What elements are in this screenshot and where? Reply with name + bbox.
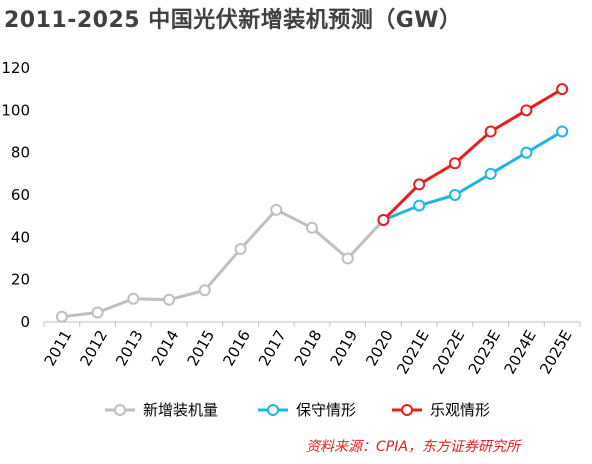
legend: 新增装机量 保守情形 乐观情形 (105, 401, 490, 419)
chart-axes (43, 321, 581, 327)
x-axis-ticks: 2011 2012 2013 2014 2015 2016 2017 2018 2019 2020… (41, 327, 576, 377)
x-tick-label: 2019 (327, 327, 362, 369)
data-point (234, 242, 247, 255)
data-point (556, 83, 569, 96)
x-tick-label: 2012 (76, 327, 111, 369)
x-tick-label: 2014 (148, 327, 183, 369)
y-tick-label: 40 (11, 228, 30, 246)
source-note: 资料来源：CPIA，东方证券研究所 (306, 439, 520, 455)
data-point (270, 203, 283, 216)
data-point (484, 125, 497, 138)
data-point (341, 252, 354, 265)
data-point (306, 221, 318, 234)
data-point (55, 310, 68, 323)
x-tick-label: 2024E (500, 327, 539, 377)
x-tick-label: 2017 (255, 327, 290, 369)
data-point (127, 292, 140, 305)
data-point (91, 306, 104, 319)
legend-marker (114, 404, 126, 416)
series-line (382, 130, 563, 222)
data-point (413, 178, 426, 191)
x-tick-label: 2011 (41, 327, 76, 369)
data-point (413, 199, 426, 212)
y-tick-label: 0 (20, 313, 30, 331)
series-actual (55, 203, 390, 323)
x-tick-label: 2016 (219, 327, 254, 369)
legend-marker (267, 404, 279, 416)
x-tick-label: 2020 (362, 327, 397, 369)
data-point (163, 293, 176, 306)
y-tick-label: 60 (11, 186, 30, 204)
data-point (556, 125, 569, 138)
series-layer (55, 83, 569, 323)
y-tick-label: 100 (1, 101, 30, 119)
x-tick-label: 2022E (429, 327, 468, 377)
x-tick-label: 2013 (112, 327, 147, 369)
series-conservative (377, 125, 569, 226)
data-point (448, 157, 461, 170)
chart-title: 2011-2025 中国光伏新增装机预测（GW） (4, 8, 462, 33)
data-point (377, 213, 390, 226)
legend-marker (401, 404, 413, 416)
x-tick-label: 2018 (291, 327, 326, 369)
x-tick-label: 2015 (184, 327, 219, 369)
legend-label: 新增装机量 (143, 401, 218, 419)
series-line (61, 208, 385, 319)
x-tick-label: 2021E (393, 327, 432, 377)
data-point (520, 146, 533, 159)
y-axis-ticks: 0 20 40 60 80 100 120 (1, 59, 30, 331)
y-tick-label: 80 (11, 144, 30, 162)
series-line (382, 87, 563, 222)
series-optimistic (377, 83, 569, 226)
data-point (520, 104, 533, 117)
data-point (484, 167, 497, 180)
data-point (198, 284, 211, 297)
y-tick-label: 120 (1, 59, 30, 77)
y-tick-label: 20 (11, 271, 30, 289)
x-tick-label: 2023E (465, 327, 504, 377)
x-tick-label: 2025E (536, 327, 575, 377)
legend-label: 保守情形 (296, 401, 356, 419)
legend-label: 乐观情形 (430, 401, 490, 419)
data-point (448, 189, 461, 201)
